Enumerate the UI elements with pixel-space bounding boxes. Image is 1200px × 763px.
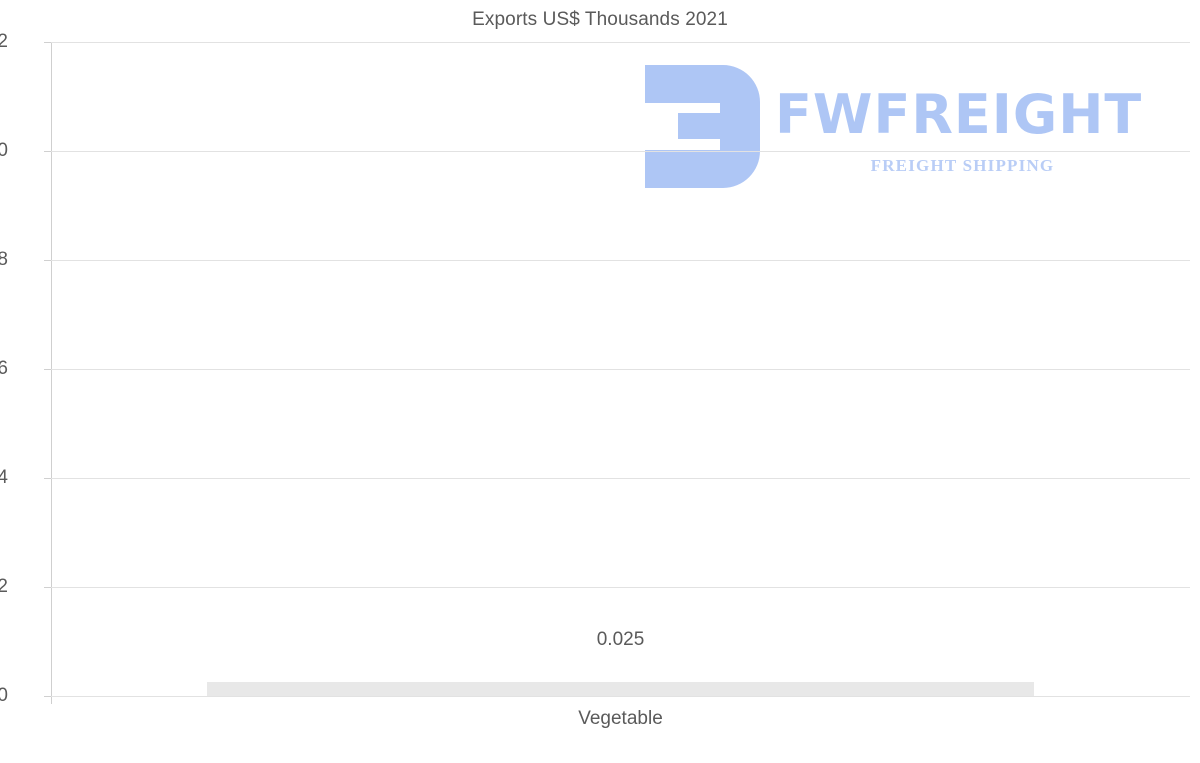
gridline	[51, 42, 1190, 43]
y-axis-tick-label: 0,8	[0, 249, 8, 270]
y-axis-tick-label: 0,6	[0, 358, 8, 379]
gridline	[51, 587, 1190, 588]
bar-vegetable[interactable]	[207, 682, 1034, 696]
gridline	[51, 260, 1190, 261]
y-axis-tick	[44, 151, 51, 152]
y-axis-tick	[44, 587, 51, 588]
chart-title: Exports US$ Thousands 2021	[472, 9, 728, 30]
gridline	[51, 151, 1190, 152]
gridline	[51, 369, 1190, 370]
y-axis-tick-label: 1,0	[0, 140, 8, 161]
bar-value-label: 0.025	[596, 629, 645, 651]
gridline	[51, 696, 1190, 697]
y-axis-tick	[44, 42, 51, 43]
y-axis-tick-label: 0,4	[0, 467, 8, 488]
plot-area	[44, 42, 1190, 697]
y-axis-tick	[44, 696, 51, 697]
y-axis-line	[51, 42, 52, 704]
x-axis-category-label: Vegetable	[578, 708, 663, 729]
y-axis-tick-label: 0,2	[0, 576, 8, 597]
y-axis-tick-label: 0	[0, 685, 8, 706]
y-axis-tick	[44, 260, 51, 261]
gridline	[51, 478, 1190, 479]
y-axis-tick-label: 1,2	[0, 31, 8, 52]
y-axis-tick	[44, 369, 51, 370]
y-axis-tick	[44, 478, 51, 479]
